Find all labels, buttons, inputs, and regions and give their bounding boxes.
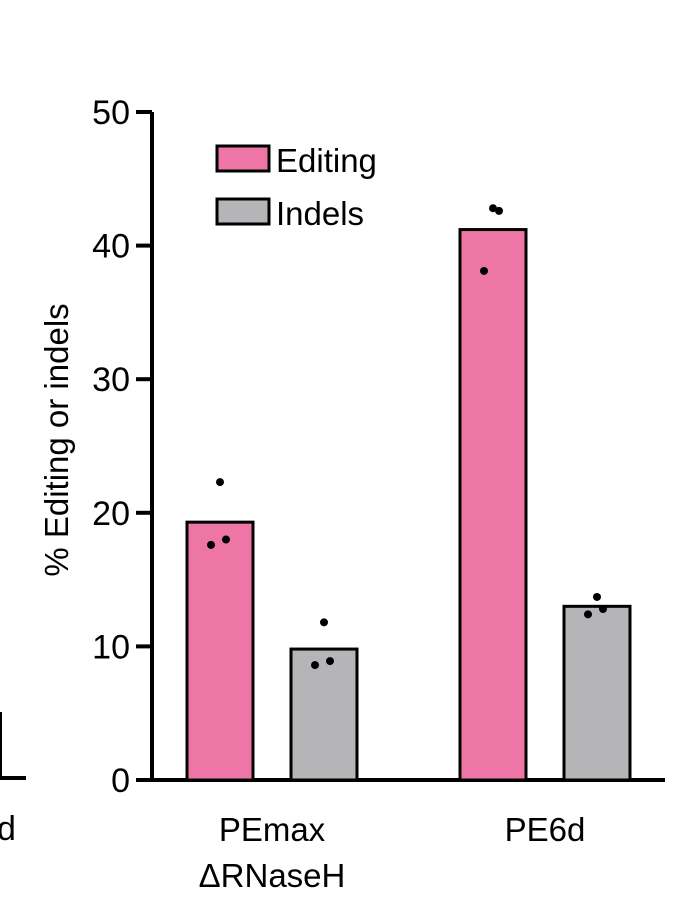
y-axis: 0 10 20 30 40 50 [92,94,154,800]
y-tick-label: 50 [92,94,130,132]
bar-indels [289,647,359,782]
y-tick-label: 40 [92,228,130,266]
x-tick-label: PEmax [219,811,326,848]
legend-swatch-indels [215,197,271,226]
data-point [326,657,334,666]
bars [185,228,632,782]
neighbor-panel-text: d [0,810,16,848]
data-point [593,592,601,601]
data-point [222,535,230,544]
bar-editing [185,520,255,782]
x-tick-label: ΔRNaseH [199,857,346,894]
neighbor-panel-fragment: d [0,712,26,848]
bar-editing [458,228,528,782]
data-point [599,604,607,613]
data-point [320,618,328,627]
bar-indels [562,604,632,782]
data-points [207,204,607,670]
y-tick-label: 20 [92,495,130,533]
data-point [207,540,215,549]
data-point [489,204,497,213]
x-tick-labels: PEmax ΔRNaseH PE6d [199,811,586,894]
data-point [216,478,224,487]
y-axis-title: % Editing or indels [38,303,75,576]
data-point [480,266,488,275]
x-tick-label: PE6d [505,811,586,848]
legend-swatch-editing [215,144,271,173]
legend-label-indels: Indels [276,195,364,232]
legend-label-editing: Editing [276,142,377,179]
legend: Editing Indels [215,142,377,232]
y-tick-label: 10 [92,628,130,666]
y-tick-label: 30 [92,361,130,399]
data-point [584,610,592,619]
data-point [495,206,503,215]
y-tick-label: 0 [111,762,130,800]
data-point [311,661,319,670]
